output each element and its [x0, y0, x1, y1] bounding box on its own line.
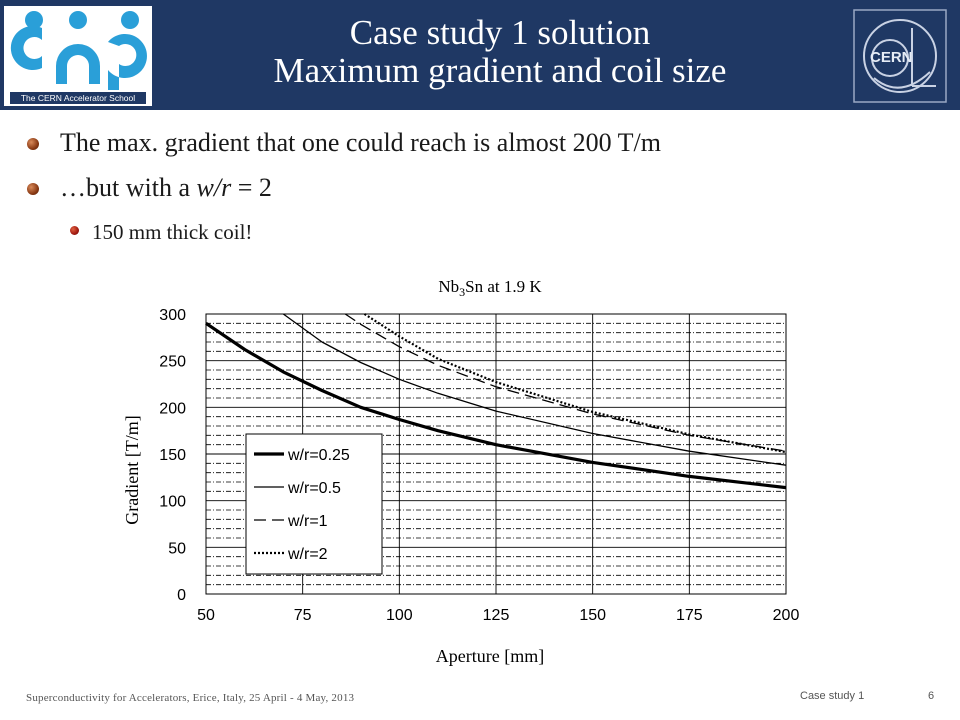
slide-title-line1: Case study 1 solution [349, 13, 651, 52]
x-tick-label: 50 [197, 607, 215, 624]
bullet-text-italic: w/r [196, 173, 232, 202]
chart-title: Nb3Sn at 1.9 K [438, 277, 542, 299]
footer-event: Superconductivity for Accelerators, Eric… [26, 692, 355, 704]
y-tick-label: 200 [159, 400, 186, 417]
y-tick-label: 300 [159, 307, 186, 324]
footer-section: Case study 1 [800, 690, 865, 702]
bullet-dot-icon [27, 138, 39, 150]
legend-label: w/r=1 [287, 513, 328, 530]
y-tick-label: 100 [159, 494, 186, 511]
legend-label: w/r=2 [287, 546, 328, 563]
series-line-w-r-2 [363, 313, 787, 454]
gradient-chart: Nb3Sn at 1.9 K 50 75 100 125 150 175 200 0 50 100… [122, 277, 799, 666]
cas-logo-graphic [10, 11, 147, 90]
slide-title: Case study 1 solution Maximum gradient a… [170, 14, 830, 90]
bullet-text-end: = 2 [231, 173, 272, 202]
chart-legend: w/r=0.25 w/r=0.5 w/r=1 w/r=2 [245, 433, 383, 575]
y-tick-label: 50 [168, 540, 186, 557]
cern-logo: CERN [852, 8, 948, 104]
plot-area-border [205, 313, 787, 595]
series-line-w-r-0-25 [205, 321, 787, 490]
x-tick-label: 200 [773, 607, 800, 624]
slide-title-line2: Maximum gradient and coil size [273, 51, 727, 90]
bullet-item: The max. gradient that one could reach i… [27, 128, 661, 158]
legend-label: w/r=0.5 [287, 480, 341, 497]
x-tick-label: 125 [483, 607, 510, 624]
sub-bullet-dot-icon [70, 226, 79, 235]
chart-axes: 50 75 100 125 150 175 200 0 50 100 150 200 250 300 [159, 307, 799, 624]
y-tick-label: 150 [159, 447, 186, 464]
x-tick-label: 150 [579, 607, 606, 624]
bullet-item: …but with a w/r = 2 [27, 173, 272, 203]
chart-series [205, 313, 787, 490]
y-axis-label: Gradient [T/m] [122, 415, 142, 524]
x-tick-label: 175 [676, 607, 703, 624]
cas-logo: The CERN Accelerator School [4, 6, 152, 106]
sub-bullet-text: 150 mm thick coil! [92, 220, 253, 244]
series-line-w-r-0-5 [282, 313, 787, 466]
footer-page-number: 6 [928, 690, 935, 702]
sub-bullet-item: 150 mm thick coil! [70, 220, 253, 245]
x-axis-label: Aperture [mm] [436, 646, 544, 666]
bullet-text: …but with a [60, 173, 197, 202]
y-tick-label: 250 [159, 354, 186, 371]
x-tick-label: 75 [294, 607, 312, 624]
header-bar: The CERN Accelerator School Case study 1… [0, 0, 960, 110]
y-tick-label: 0 [177, 587, 186, 604]
legend-label: w/r=0.25 [287, 447, 350, 464]
legend-box [245, 433, 383, 575]
bullet-text: The max. gradient that one could reach i… [60, 128, 661, 157]
x-tick-label: 100 [386, 607, 413, 624]
bullet-dot-icon [27, 183, 39, 195]
cern-logo-text: CERN [870, 49, 913, 66]
series-line-w-r-1 [344, 313, 787, 452]
cas-logo-caption: The CERN Accelerator School [10, 92, 146, 104]
